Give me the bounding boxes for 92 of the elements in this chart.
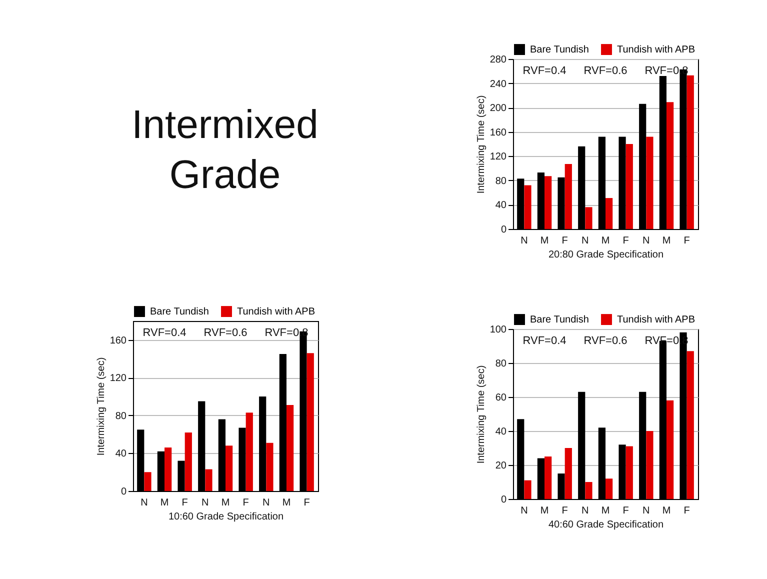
- x-tick-label: M: [160, 498, 169, 508]
- y-tick-label: 240: [490, 78, 507, 90]
- bar: [646, 431, 654, 499]
- bar: [666, 400, 674, 499]
- x-tick-label: F: [684, 236, 690, 246]
- bar: [585, 482, 592, 499]
- bar: [524, 185, 532, 229]
- bar: [246, 412, 253, 491]
- y-tick-label: 60: [495, 392, 507, 404]
- x-axis-title: 10:60 Grade Specification: [168, 512, 284, 522]
- bar: [646, 136, 654, 229]
- y-tick-label: 40: [495, 426, 507, 438]
- x-tick-label: N: [262, 498, 270, 508]
- bar: [286, 405, 294, 491]
- legend-label: Bare Tundish: [530, 44, 589, 56]
- bar: [585, 207, 592, 229]
- x-tick-label: F: [622, 506, 629, 516]
- x-axis-title: 40:60 Grade Specification: [548, 520, 664, 530]
- y-tick-label: 20: [495, 460, 507, 472]
- x-tick-label: M: [540, 506, 549, 516]
- legend-label: Tundish with APB: [617, 314, 696, 326]
- y-axis-title: Intermixing Time (sec): [476, 365, 487, 464]
- bar: [606, 478, 613, 499]
- x-tick-label: M: [601, 236, 610, 246]
- x-tick-label: N: [642, 506, 650, 516]
- y-tick-label: 160: [490, 127, 507, 138]
- bar: [184, 432, 192, 491]
- annotation: RVF=0.4: [522, 335, 566, 347]
- x-tick-label: F: [242, 498, 249, 508]
- x-axis-title: 20:80 Grade Specification: [548, 250, 664, 260]
- bar: [626, 446, 633, 499]
- y-tick-label: 40: [115, 448, 127, 460]
- y-tick-label: 120: [110, 373, 127, 384]
- bar: [686, 351, 694, 499]
- x-tick-label: F: [304, 498, 310, 508]
- bar: [164, 448, 172, 491]
- legend-label: Tundish with APB: [237, 306, 316, 318]
- annotation: RVF=0.4: [142, 327, 186, 339]
- x-tick-label: F: [182, 498, 188, 508]
- x-tick-label: M: [662, 236, 671, 246]
- x-tick-label: F: [622, 236, 629, 246]
- x-tick-label: F: [562, 506, 568, 516]
- x-tick-label: N: [582, 236, 589, 246]
- text: Intermixed Grade: [130, 102, 320, 199]
- bar: [564, 164, 572, 229]
- y-tick-label: 160: [110, 335, 127, 346]
- y-tick-label: 40: [495, 200, 507, 212]
- x-tick-label: N: [520, 236, 528, 246]
- bar: [666, 102, 674, 229]
- bar: [564, 448, 572, 499]
- bar: [266, 442, 274, 491]
- x-tick-label: M: [221, 498, 230, 508]
- y-tick-label: 100: [490, 324, 507, 336]
- bar: [306, 353, 314, 491]
- annotation: RVF=0.4: [522, 65, 566, 77]
- legend-label: Tundish with APB: [617, 44, 696, 56]
- x-tick-label: N: [582, 506, 589, 516]
- x-tick-label: F: [562, 236, 568, 246]
- bar: [626, 144, 633, 229]
- y-axis-title: Intermixing Time (sec): [96, 357, 107, 456]
- x-tick-label: N: [642, 236, 650, 246]
- y-tick-label: 80: [495, 358, 507, 370]
- y-tick-label: 80: [495, 176, 507, 187]
- legend-label: Bare Tundish: [150, 306, 209, 318]
- y-tick-label: 0: [120, 486, 127, 498]
- x-tick-label: M: [601, 506, 610, 516]
- bar: [606, 198, 613, 229]
- annotation: RVF=0.6: [204, 327, 248, 339]
- y-tick-label: 200: [490, 103, 507, 114]
- y-tick-label: 0: [500, 224, 507, 236]
- y-axis-title: Intermixing Time (sec): [476, 95, 487, 194]
- bar: [205, 469, 212, 491]
- bar: [226, 446, 233, 491]
- x-tick-label: N: [140, 498, 148, 508]
- x-tick-label: N: [520, 506, 528, 516]
- annotation: RVF=0.6: [584, 65, 628, 77]
- y-tick-label: 0: [500, 494, 507, 506]
- x-tick-label: N: [202, 498, 209, 508]
- x-tick-label: F: [684, 506, 690, 516]
- x-tick-label: M: [662, 506, 671, 516]
- bar: [524, 480, 532, 499]
- bar: [144, 472, 152, 491]
- bar: [686, 75, 694, 229]
- bar: [544, 456, 552, 499]
- x-tick-label: M: [282, 498, 291, 508]
- bar: [544, 176, 552, 229]
- y-tick-label: 80: [115, 410, 127, 422]
- y-tick-label: 280: [490, 54, 507, 66]
- legend-label: Bare Tundish: [530, 314, 589, 326]
- x-tick-label: M: [540, 236, 549, 246]
- y-tick-label: 120: [490, 152, 507, 163]
- annotation: RVF=0.6: [584, 335, 628, 347]
